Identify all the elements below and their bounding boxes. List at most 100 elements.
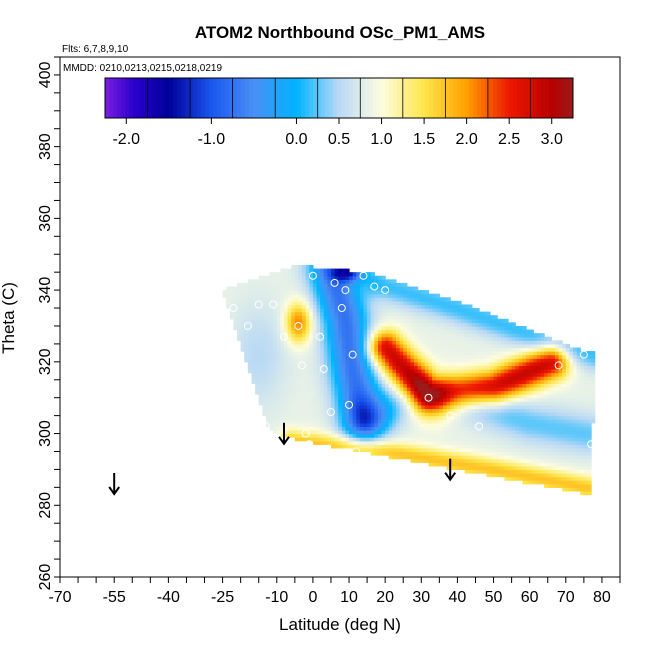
heatmap-cell xyxy=(280,347,285,352)
heatmap-cell xyxy=(450,437,455,442)
heatmap-cell xyxy=(377,325,383,331)
heatmap-cell xyxy=(562,451,567,456)
heatmap-cell xyxy=(265,282,271,288)
heatmap-cell xyxy=(247,333,253,338)
heatmap-cell xyxy=(489,433,495,438)
heatmap-cell xyxy=(511,351,516,356)
heatmap-cell xyxy=(533,365,538,370)
heatmap-cell xyxy=(486,440,491,445)
heatmap-cell xyxy=(471,447,477,453)
heatmap-cell xyxy=(504,458,509,463)
heatmap-cell xyxy=(359,333,365,338)
heatmap-cell xyxy=(323,293,328,298)
heatmap-cell xyxy=(486,361,491,367)
colorbar-segment xyxy=(465,78,470,118)
heatmap-cell xyxy=(536,426,542,431)
heatmap-cell xyxy=(305,304,310,309)
heatmap-cell xyxy=(486,408,491,413)
heatmap-cell xyxy=(276,415,281,420)
heatmap-cell xyxy=(450,433,455,438)
heatmap-cell xyxy=(396,444,401,449)
heatmap-cell xyxy=(450,390,455,395)
heatmap-cell xyxy=(265,308,271,313)
heatmap-cell xyxy=(341,286,347,291)
heatmap-cell xyxy=(269,365,274,370)
heatmap-cell xyxy=(265,376,271,381)
heatmap-cell xyxy=(356,369,361,374)
heatmap-cell xyxy=(482,369,487,374)
heatmap-cell xyxy=(504,376,509,381)
heatmap-cell xyxy=(529,351,534,356)
heatmap-cell xyxy=(370,437,375,442)
heatmap-cell xyxy=(392,376,397,381)
colorbar-segment xyxy=(109,78,114,118)
heatmap-cell xyxy=(464,358,469,363)
heatmap-cell xyxy=(522,333,527,338)
heatmap-cell xyxy=(330,325,336,331)
heatmap-cell xyxy=(367,383,372,388)
heatmap-cell xyxy=(554,440,560,445)
heatmap-cell xyxy=(435,340,440,345)
heatmap-cell xyxy=(356,444,361,449)
heatmap-cell xyxy=(457,379,462,384)
heatmap-cell xyxy=(396,293,401,298)
heatmap-cell xyxy=(580,379,585,384)
heatmap-cell xyxy=(518,329,524,334)
heatmap-cell xyxy=(424,458,430,463)
heatmap-cell xyxy=(349,383,354,388)
heatmap-cell xyxy=(587,397,592,402)
heatmap-cell xyxy=(388,354,393,359)
heatmap-cell xyxy=(345,304,350,309)
heatmap-cell xyxy=(468,386,473,392)
colorbar-segment xyxy=(349,78,354,118)
heatmap-cell xyxy=(489,354,495,359)
heatmap-cell xyxy=(345,275,350,280)
heatmap-cell xyxy=(417,343,422,349)
heatmap-cell xyxy=(273,383,278,388)
heatmap-cell xyxy=(515,394,520,399)
heatmap-cell xyxy=(269,369,274,374)
heatmap-cell xyxy=(280,343,285,349)
heatmap-cell xyxy=(486,447,491,453)
heatmap-cell xyxy=(540,458,545,463)
heatmap-cell xyxy=(529,412,534,417)
heatmap-cell xyxy=(497,376,502,381)
heatmap-cell xyxy=(486,415,491,420)
heatmap-cell xyxy=(367,429,372,435)
heatmap-cell xyxy=(381,290,386,295)
heatmap-cell xyxy=(309,272,314,277)
heatmap-cell xyxy=(554,419,560,424)
heatmap-cell xyxy=(511,465,516,471)
heatmap-cell xyxy=(359,351,365,356)
heatmap-cell xyxy=(424,358,430,363)
heatmap-cell xyxy=(573,394,578,399)
heatmap-cell xyxy=(396,336,401,341)
heatmap-cell xyxy=(273,333,278,338)
heatmap-cell xyxy=(526,372,531,377)
heatmap-cell xyxy=(356,347,361,352)
heatmap-cell xyxy=(486,315,491,320)
heatmap-cell xyxy=(475,440,480,445)
heatmap-cell xyxy=(583,358,589,363)
heatmap-cell xyxy=(352,444,357,449)
heatmap-cell xyxy=(363,308,368,313)
heatmap-cell xyxy=(432,372,437,377)
heatmap-cell xyxy=(309,351,314,356)
heatmap-cell xyxy=(273,361,278,367)
heatmap-cell xyxy=(392,447,397,453)
heatmap-cell xyxy=(453,325,459,331)
heatmap-cell xyxy=(547,462,552,467)
heatmap-cell xyxy=(370,300,375,306)
heatmap-cell xyxy=(327,372,332,377)
heatmap-cell xyxy=(489,440,495,445)
heatmap-cell xyxy=(511,429,516,435)
heatmap-cell xyxy=(406,297,412,302)
heatmap-cell xyxy=(330,358,336,363)
heatmap-cell xyxy=(583,415,589,420)
heatmap-cell xyxy=(298,290,303,295)
heatmap-cell xyxy=(439,351,444,356)
heatmap-cell xyxy=(435,379,440,384)
heatmap-cell xyxy=(323,401,328,406)
heatmap-cell xyxy=(265,290,271,295)
heatmap-cell xyxy=(428,300,433,306)
